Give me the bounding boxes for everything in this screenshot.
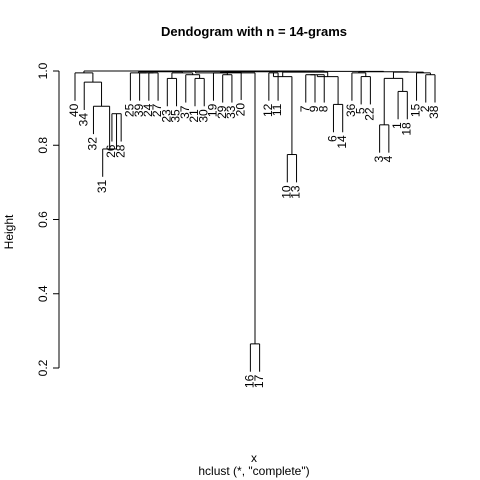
x-axis-label: x [251, 451, 257, 465]
leaf-label: 3 [372, 155, 386, 162]
y-axis: 0.2 0.4 0.6 0.8 1.0 [36, 62, 60, 376]
leaf-label: 38 [427, 105, 441, 119]
y-tick-label: 0.6 [36, 211, 50, 228]
leaf-label: 33 [224, 105, 238, 119]
leaf-label: 17 [252, 374, 266, 388]
y-tick-label: 0.4 [36, 285, 50, 302]
leaf-label: 24 [141, 103, 155, 117]
y-tick-label: 0.8 [36, 137, 50, 154]
leaf-label: 21 [187, 109, 201, 123]
leaf-label: 6 [326, 135, 340, 142]
chart-title: Dendogram with n = 14-grams [161, 24, 347, 39]
leaf-label: 4 [381, 155, 395, 162]
leaf-label: 29 [215, 105, 229, 119]
leaf-label: 5 [353, 107, 367, 114]
leaf-label: 26 [104, 144, 118, 158]
leaf-label: 28 [113, 144, 127, 158]
leaf-label: 19 [206, 103, 220, 117]
leaf-label: 2 [418, 105, 432, 112]
leaf-label: 12 [261, 103, 275, 117]
leaf-label: 39 [132, 103, 146, 117]
leaf-label: 25 [123, 103, 137, 117]
leaf-label: 23 [159, 109, 173, 123]
leaf-label: 16 [243, 374, 257, 388]
leaf-label: 7 [298, 105, 312, 112]
leaf-label: 36 [344, 103, 358, 117]
leaf-label: 37 [178, 105, 192, 119]
leaf-label: 32 [86, 137, 100, 151]
leaf-label: 15 [409, 103, 423, 117]
leaf-label: 10 [279, 185, 293, 199]
leaf-label: 13 [289, 185, 303, 199]
leaf-label: 20 [233, 103, 247, 117]
leaf-label: 1 [390, 122, 404, 129]
y-tick-label: 1.0 [36, 62, 50, 79]
leaf-label: 8 [316, 105, 330, 112]
y-tick-label: 0.2 [36, 359, 50, 376]
leaf-label: 27 [150, 103, 164, 117]
leaf-label: 14 [335, 135, 349, 149]
chart-subtitle: hclust (*, "complete") [198, 464, 309, 478]
leaf-label: 11 [270, 103, 284, 116]
leaf-label: 30 [196, 109, 210, 123]
leaf-label: 40 [67, 103, 81, 117]
dendrogram-links [74, 70, 436, 372]
leaf-label: 9 [307, 105, 321, 112]
leaf-label: 34 [76, 113, 90, 127]
y-axis-label: Height [2, 214, 16, 249]
leaf-label: 31 [95, 179, 109, 193]
leaf-label: 22 [363, 107, 377, 121]
leaf-label: 35 [169, 109, 183, 123]
leaf-label: 18 [399, 122, 413, 136]
